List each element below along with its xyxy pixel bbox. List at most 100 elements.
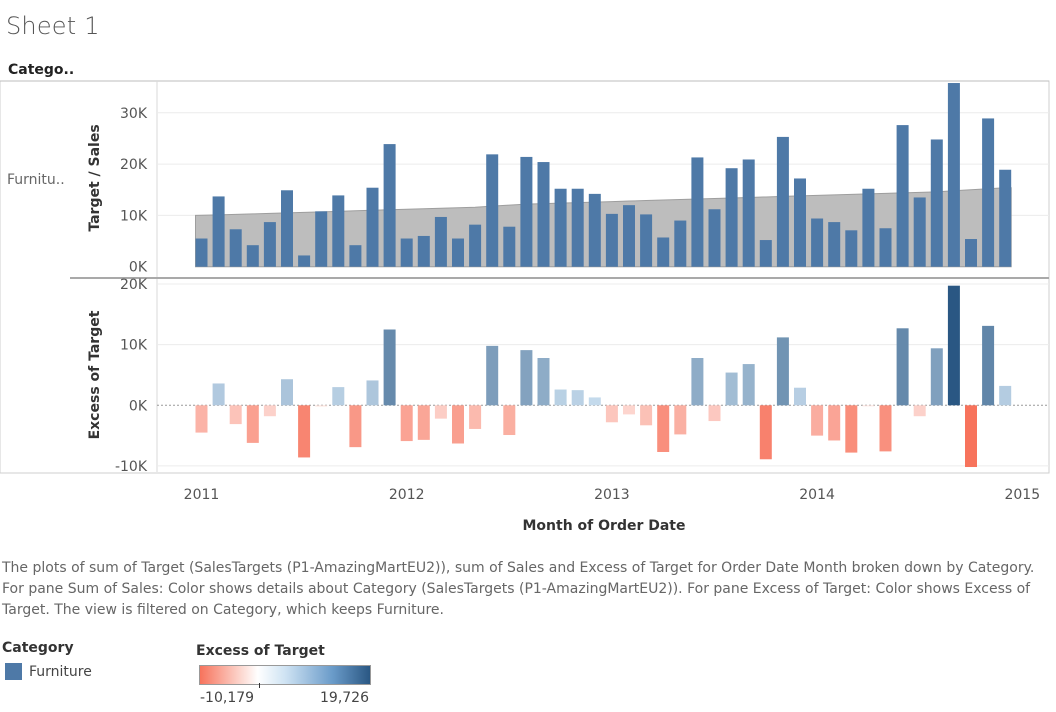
- excess-bar[interactable]: [469, 405, 482, 429]
- excess-bar[interactable]: [571, 390, 584, 406]
- excess-bar[interactable]: [640, 405, 653, 426]
- excess-bar[interactable]: [315, 405, 328, 407]
- sales-bar[interactable]: [657, 237, 670, 267]
- excess-bar[interactable]: [947, 285, 960, 406]
- sales-bar[interactable]: [383, 144, 396, 267]
- sales-bar[interactable]: [828, 222, 841, 267]
- furniture-legend-label[interactable]: Furniture: [29, 664, 92, 680]
- excess-bar[interactable]: [588, 397, 601, 406]
- sales-bar[interactable]: [623, 205, 635, 267]
- sales-bar[interactable]: [947, 83, 960, 267]
- sales-bar[interactable]: [263, 222, 276, 267]
- sales-bar[interactable]: [246, 245, 259, 267]
- sales-bar[interactable]: [605, 213, 618, 267]
- sales-bar[interactable]: [417, 235, 430, 267]
- excess-bar[interactable]: [486, 345, 499, 406]
- sales-bar[interactable]: [400, 238, 413, 267]
- excess-bar[interactable]: [896, 328, 909, 406]
- sales-bar[interactable]: [332, 195, 345, 267]
- sales-bar[interactable]: [845, 230, 858, 267]
- excess-bar[interactable]: [982, 325, 995, 406]
- excess-bar[interactable]: [520, 350, 533, 406]
- sales-bar[interactable]: [776, 136, 789, 267]
- excess-bar[interactable]: [999, 385, 1012, 406]
- category-row-label[interactable]: Furnitu..: [7, 172, 65, 188]
- excess-bar[interactable]: [657, 405, 670, 452]
- sales-bar[interactable]: [742, 159, 755, 267]
- sales-bar[interactable]: [366, 187, 379, 267]
- sales-bar[interactable]: [725, 168, 738, 267]
- sales-bar[interactable]: [999, 169, 1012, 267]
- sales-bar[interactable]: [281, 190, 293, 267]
- excess-bar[interactable]: [691, 358, 704, 406]
- sales-bar[interactable]: [486, 154, 499, 267]
- excess-bar[interactable]: [965, 405, 977, 468]
- sales-bar[interactable]: [691, 157, 704, 267]
- sales-bar[interactable]: [229, 229, 242, 267]
- sales-bar[interactable]: [503, 226, 516, 267]
- excess-bar[interactable]: [776, 337, 789, 406]
- excess-bar[interactable]: [281, 379, 293, 406]
- sales-bar[interactable]: [640, 214, 653, 267]
- excess-bar[interactable]: [229, 405, 242, 425]
- sales-bar[interactable]: [520, 156, 533, 267]
- sales-bar[interactable]: [879, 228, 892, 267]
- sales-bar[interactable]: [469, 224, 482, 267]
- sales-bar[interactable]: [896, 125, 909, 267]
- sales-bar[interactable]: [982, 118, 995, 267]
- excess-bar[interactable]: [417, 405, 430, 440]
- excess-bar[interactable]: [811, 405, 824, 436]
- sales-bar[interactable]: [537, 162, 550, 267]
- excess-bar[interactable]: [366, 380, 379, 406]
- excess-bar[interactable]: [742, 364, 755, 406]
- sales-bar[interactable]: [195, 238, 208, 267]
- excess-bar[interactable]: [434, 405, 447, 419]
- sales-bar[interactable]: [298, 255, 311, 267]
- excess-bar[interactable]: [862, 405, 875, 407]
- excess-bar[interactable]: [674, 405, 687, 435]
- target-area[interactable]: [195, 187, 1012, 268]
- sales-bar[interactable]: [708, 209, 721, 267]
- excess-bar[interactable]: [605, 405, 618, 423]
- sales-bar[interactable]: [965, 239, 977, 267]
- excess-bar[interactable]: [400, 405, 413, 442]
- excess-bar[interactable]: [349, 405, 362, 448]
- excess-bar[interactable]: [725, 372, 738, 406]
- sales-bar[interactable]: [794, 178, 806, 267]
- excess-bar[interactable]: [930, 348, 943, 406]
- excess-bar[interactable]: [332, 387, 345, 406]
- sales-bar[interactable]: [554, 188, 567, 267]
- excess-bar[interactable]: [263, 405, 276, 417]
- sales-bar[interactable]: [930, 139, 943, 267]
- excess-bar[interactable]: [913, 405, 926, 417]
- sales-bar[interactable]: [862, 188, 875, 267]
- excess-bar[interactable]: [845, 405, 858, 453]
- excess-bar[interactable]: [246, 405, 259, 443]
- excess-bar[interactable]: [195, 405, 208, 433]
- excess-bar[interactable]: [503, 405, 516, 436]
- excess-bar[interactable]: [554, 389, 567, 406]
- sales-bar[interactable]: [759, 240, 772, 267]
- excess-bar[interactable]: [759, 405, 772, 460]
- excess-bar[interactable]: [452, 405, 464, 444]
- sales-bar[interactable]: [452, 238, 464, 267]
- sales-bar[interactable]: [315, 211, 328, 267]
- sales-bar[interactable]: [212, 196, 225, 267]
- sales-bar[interactable]: [349, 245, 362, 267]
- excess-bar[interactable]: [794, 387, 806, 406]
- sales-bar[interactable]: [588, 193, 601, 267]
- excess-bar[interactable]: [708, 405, 721, 422]
- excess-bar[interactable]: [879, 405, 892, 452]
- sales-bar[interactable]: [571, 188, 584, 267]
- sales-bar[interactable]: [811, 218, 824, 267]
- sales-bar[interactable]: [674, 220, 687, 267]
- excess-bar[interactable]: [828, 405, 841, 441]
- sales-bar[interactable]: [913, 197, 926, 267]
- sales-bar[interactable]: [434, 216, 447, 267]
- excess-bar[interactable]: [537, 358, 550, 406]
- excess-color-ramp[interactable]: [199, 665, 371, 685]
- excess-bar[interactable]: [212, 383, 225, 406]
- excess-bar[interactable]: [383, 329, 396, 406]
- excess-bar[interactable]: [623, 405, 635, 415]
- category-column-header[interactable]: Catego..: [8, 62, 75, 78]
